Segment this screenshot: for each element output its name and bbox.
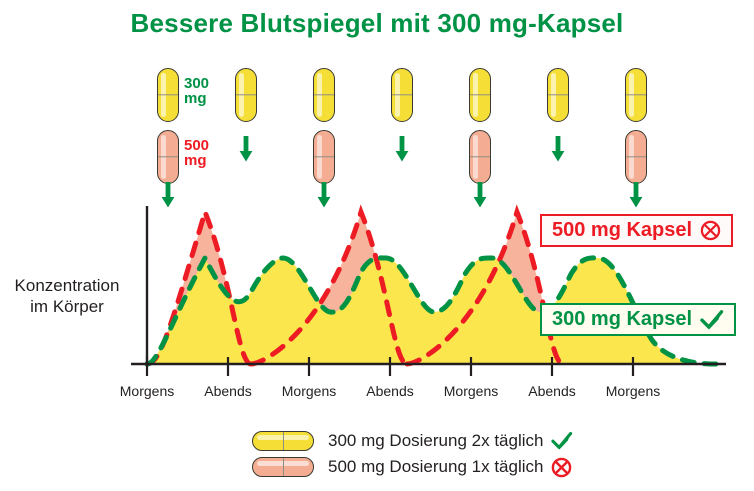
y-axis-label: Konzentration im Körper [2, 275, 132, 317]
legend-capsule-pink [252, 457, 314, 477]
capsule-yellow-3 [313, 68, 335, 122]
x-tick-label-2: Abends [204, 383, 252, 399]
circled-x-icon [551, 457, 572, 478]
capsule-yellow-2 [235, 68, 257, 122]
callout-500mg-label: 500 mg Kapsel [552, 219, 693, 241]
checkmark-icon [551, 431, 573, 451]
capsule-gloss [317, 135, 322, 179]
capsule-pink-3 [313, 130, 335, 184]
series-500mg-line-3 [404, 204, 566, 367]
arrow-down-icon-mid-4 [395, 136, 409, 162]
dose-label-300: 300 mg [184, 76, 209, 106]
x-tick-label-3: Morgens [281, 383, 337, 399]
page-title: Bessere Blutspiegel mit 300 mg-Kapsel [130, 8, 624, 38]
capsule-gloss [161, 73, 166, 117]
capsule-gloss [629, 135, 634, 179]
series-300mg-line [144, 252, 719, 367]
legend-capsule-yellow [252, 431, 314, 451]
y-axis-label-line1: Konzentration [14, 276, 120, 295]
arrow-down-icon-bot-1 [161, 182, 175, 208]
capsule-gloss [629, 73, 634, 117]
arrow-down-icon-bot-5 [473, 182, 487, 208]
callout-300mg: 300 mg Kapsel [540, 303, 737, 336]
dose-300-unit: mg [184, 90, 207, 107]
x-tick-label-6: Abends [528, 383, 576, 399]
x-tick-label-4: Abends [366, 383, 414, 399]
legend-item-500mg: 500 mg Dosierung 1x täglich [252, 454, 652, 480]
dose-300-value: 300 [184, 75, 210, 92]
capsule-pink-5 [469, 130, 491, 184]
capsule-yellow-6 [547, 68, 569, 122]
legend-label-500mg: 500 mg Dosierung 1x täglich [328, 457, 544, 476]
y-axis-label-line2: im Körper [30, 297, 104, 316]
legend-item-300mg: 300 mg Dosierung 2x täglich [252, 428, 652, 454]
capsule-gloss [473, 73, 478, 117]
capsule-gloss [257, 461, 309, 466]
capsule-dosing-diagram: 300 mg 500 mg [0, 60, 754, 208]
capsule-yellow-1 [157, 68, 179, 122]
capsule-gloss [161, 135, 166, 179]
capsule-gloss [551, 73, 556, 117]
capsule-gloss [239, 73, 244, 117]
chart-legend: 300 mg Dosierung 2x täglich 500 mg Dosie… [252, 428, 652, 480]
capsule-gloss [473, 135, 478, 179]
circled-x-icon [700, 220, 721, 241]
capsule-yellow-5 [469, 68, 491, 122]
dose-500-unit: mg [184, 152, 207, 169]
arrow-down-icon-mid-2 [239, 136, 253, 162]
x-tick-label-1: Morgens [119, 383, 175, 399]
callout-300mg-label: 300 mg Kapsel [552, 308, 693, 330]
checkmark-icon [700, 309, 724, 331]
dose-label-500: 500 mg [184, 138, 209, 168]
capsule-gloss [317, 73, 322, 117]
capsule-yellow-7 [625, 68, 647, 122]
x-tick-label-7: Morgens [605, 383, 661, 399]
capsule-gloss [395, 73, 400, 117]
arrow-down-icon-bot-3 [317, 182, 331, 208]
arrow-down-icon-bot-7 [629, 182, 643, 208]
series-500mg-line [144, 204, 254, 367]
legend-label-300mg: 300 mg Dosierung 2x täglich [328, 431, 544, 450]
capsule-pink-7 [625, 130, 647, 184]
dose-500-value: 500 [184, 137, 210, 154]
arrow-down-icon-mid-6 [551, 136, 565, 162]
capsule-yellow-4 [391, 68, 413, 122]
callout-500mg: 500 mg Kapsel [540, 214, 734, 247]
capsule-gloss [257, 435, 309, 440]
x-tick-label-5: Morgens [443, 383, 499, 399]
concentration-chart [131, 204, 726, 376]
capsule-pink-1 [157, 130, 179, 184]
series-500mg-line-2 [248, 204, 410, 367]
